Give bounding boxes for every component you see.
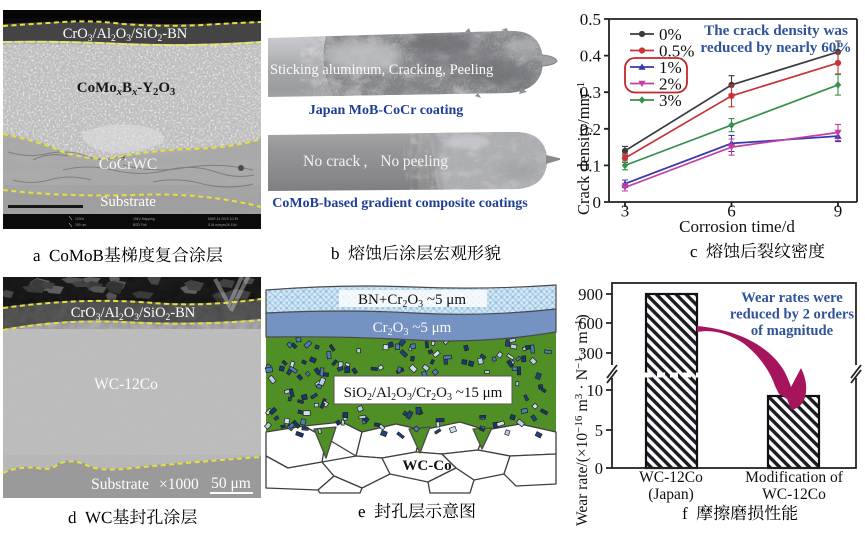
svg-text:CrO3/Al2O3/SiO2-BN: CrO3/Al2O3/SiO2-BN bbox=[63, 26, 188, 44]
svg-text:0.4: 0.4 bbox=[580, 47, 602, 66]
svg-text:CrO3/Al2O3/SiO2-BN: CrO3/Al2O3/SiO2-BN bbox=[71, 305, 196, 323]
svg-text:Crack density/mm−1: Crack density/mm−1 bbox=[575, 82, 593, 215]
svg-text:1%: 1% bbox=[659, 58, 682, 77]
svg-text:Sticking aluminum, Cracking, P: Sticking aluminum, Cracking, Peeling bbox=[270, 62, 494, 78]
svg-text:3%: 3% bbox=[659, 91, 682, 110]
svg-text:269 um: 269 um bbox=[75, 223, 86, 227]
svg-text:15kV Mapping: 15kV Mapping bbox=[133, 217, 155, 221]
svg-text:900: 900 bbox=[578, 285, 603, 304]
svg-text:Corrosion time/d: Corrosion time/d bbox=[679, 217, 795, 236]
svg-text:9: 9 bbox=[834, 202, 843, 221]
svg-text:3: 3 bbox=[621, 202, 630, 221]
svg-text:CoCrWC: CoCrWC bbox=[99, 156, 158, 173]
svg-text:0.3: 0.3 bbox=[580, 83, 601, 102]
svg-text:6: 6 bbox=[727, 202, 736, 221]
svg-text:Substrate: Substrate bbox=[100, 194, 156, 210]
svg-text:Wear rates were: Wear rates were bbox=[741, 290, 843, 306]
svg-text:WC-12Co: WC-12Co bbox=[94, 376, 158, 393]
svg-text:0.5%: 0.5% bbox=[659, 42, 694, 61]
svg-text:WC-12Co: WC-12Co bbox=[762, 486, 826, 503]
svg-text:WC-Co: WC-Co bbox=[402, 458, 451, 474]
svg-text:Wear rate/(×10−16 m3 · N−1 · m: Wear rate/(×10−16 m3 · N−1 · m−1) bbox=[575, 314, 591, 526]
svg-text:reduced by 2 orders: reduced by 2 orders bbox=[730, 307, 854, 323]
svg-text:The crack density was: The crack density was bbox=[704, 22, 848, 39]
svg-text:S-M marysv26 15d: S-M marysv26 15d bbox=[208, 223, 237, 227]
svg-text:5: 5 bbox=[595, 421, 603, 440]
svg-text:2%: 2% bbox=[659, 75, 682, 94]
svg-text:of magnitude: of magnitude bbox=[751, 323, 834, 339]
svg-text:300: 300 bbox=[578, 344, 603, 363]
svg-text:BSD Full: BSD Full bbox=[133, 223, 147, 227]
svg-text:(Japan): (Japan) bbox=[648, 486, 694, 503]
svg-text:BN+Cr2O3 ~5 μm: BN+Cr2O3 ~5 μm bbox=[358, 292, 466, 310]
svg-text:600: 600 bbox=[578, 314, 603, 333]
svg-text:reduced by nearly 60%: reduced by nearly 60% bbox=[700, 39, 851, 56]
svg-text:×1000: ×1000 bbox=[159, 476, 199, 493]
svg-text:Cr2O3 ~5 μm: Cr2O3 ~5 μm bbox=[373, 320, 452, 338]
svg-text:10: 10 bbox=[587, 381, 604, 400]
svg-text:0: 0 bbox=[595, 459, 603, 478]
svg-text:0: 0 bbox=[593, 193, 602, 212]
svg-text:50 μm: 50 μm bbox=[211, 475, 251, 492]
svg-text:CoMoxBx-Y2O3: CoMoxBx-Y2O3 bbox=[77, 80, 176, 98]
svg-text:0.2: 0.2 bbox=[580, 120, 601, 139]
svg-text:Modification of: Modification of bbox=[745, 469, 844, 486]
svg-text:0.5: 0.5 bbox=[580, 10, 601, 29]
svg-text:1000x: 1000x bbox=[75, 217, 85, 221]
svg-text:Substrate: Substrate bbox=[91, 476, 149, 493]
svg-text:MAR 14 2019 10:39: MAR 14 2019 10:39 bbox=[208, 217, 238, 221]
svg-text:0.1: 0.1 bbox=[580, 156, 601, 175]
svg-text:WC-12Co: WC-12Co bbox=[639, 469, 703, 486]
svg-text:SiO2/Al2O3/Cr2O3 ~15 μm: SiO2/Al2O3/Cr2O3 ~15 μm bbox=[344, 385, 503, 403]
svg-text:0%: 0% bbox=[659, 25, 682, 44]
